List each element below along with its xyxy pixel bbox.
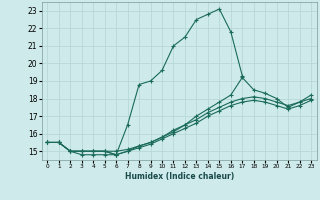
X-axis label: Humidex (Indice chaleur): Humidex (Indice chaleur)	[124, 172, 234, 181]
